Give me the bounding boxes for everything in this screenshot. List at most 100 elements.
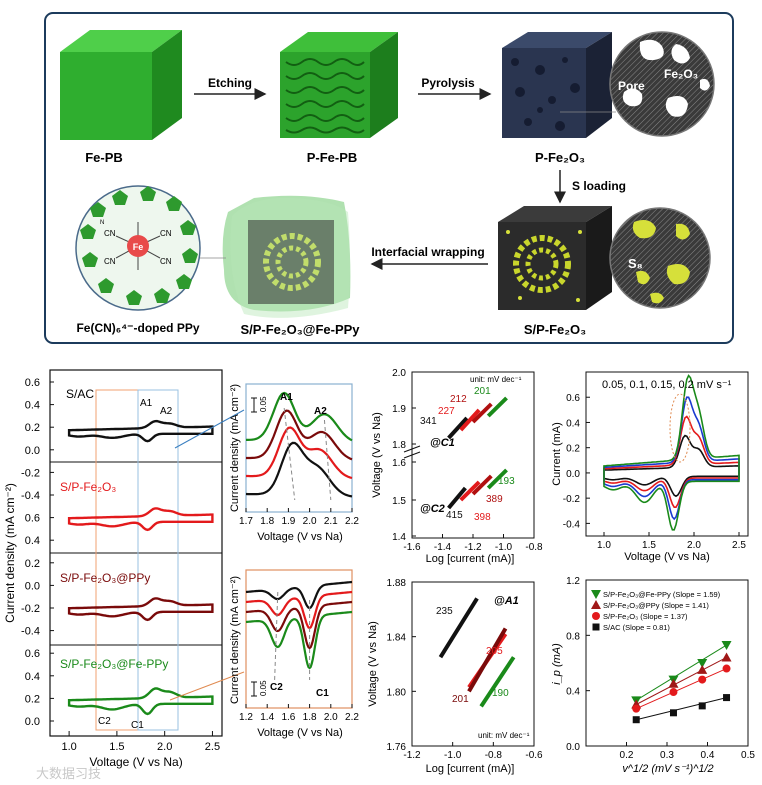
ta-fit-4 xyxy=(479,656,516,708)
cv-ytick-label: 0.4 xyxy=(25,671,40,683)
cv-xtick-label: 2.5 xyxy=(205,741,220,753)
ta-ylabel: Voltage (V vs Na) xyxy=(367,621,379,707)
tc-axis-break xyxy=(403,451,421,459)
cv-rates-panel: 1.0 1.5 2.0 2.5 0.6 0.4 0.2 0.0 -0.2 -0.4 0.05, 0… xyxy=(551,371,749,563)
tc-xtick-label: -1.4 xyxy=(434,542,452,553)
cr-xtick-label: 2.0 xyxy=(687,540,701,551)
ip-ylabel: i_p (mA) xyxy=(551,643,563,685)
cr-ytick-label: 0.2 xyxy=(566,444,580,455)
cr-peak-ellipse xyxy=(669,393,691,463)
cr-ytick-label: -0.2 xyxy=(563,494,581,505)
ip-point xyxy=(669,688,678,697)
cv-ylabel: Current density (mA cm⁻²) xyxy=(3,483,17,623)
arrow-s-loading-label: S loading xyxy=(572,179,626,193)
tc-ytick-label: 2.0 xyxy=(392,368,406,379)
ta-black: 235 xyxy=(436,606,453,617)
ta-xtick-label: -1.2 xyxy=(403,750,421,761)
p-fe-pb-cube xyxy=(280,32,398,138)
tc-fit-1-3 xyxy=(471,402,493,424)
tc-c1-darkred: 212 xyxy=(450,394,467,405)
ip-point xyxy=(591,600,601,609)
ip-point xyxy=(669,709,677,717)
arrow-wrapping-label: Interfacial wrapping xyxy=(371,245,484,259)
fe-center-label: Fe xyxy=(133,242,144,252)
arrow-etching-label: Etching xyxy=(208,76,252,90)
ip-point xyxy=(723,694,731,702)
tc-xtick-label: -1.0 xyxy=(495,542,513,553)
za-scalebar-label: 0.05 xyxy=(259,396,268,412)
ip-xtick-label: 0.4 xyxy=(701,750,715,761)
cv-xlabel: Voltage (V vs Na) xyxy=(89,755,182,769)
zc-xtick-label: 2.2 xyxy=(345,712,359,723)
cv-ytick-label: 0.0 xyxy=(25,445,40,457)
za-xtick-label: 1.9 xyxy=(281,516,295,527)
zc-xlabel: Voltage (V vs Na) xyxy=(257,727,343,739)
tc-xtick-label: -1.2 xyxy=(464,542,482,553)
za-peak-a1: A1 xyxy=(280,392,293,403)
ip-point xyxy=(592,612,600,620)
cv-curve-3 xyxy=(67,597,214,622)
tafel-c-panel: -1.6 -1.4 -1.2 -1.0 -0.8 2.0 1.9 1.8 1.6 1.5 1.4 u… xyxy=(371,368,543,565)
cr-ylabel: Current (mA) xyxy=(551,422,563,486)
zc-xtick-label: 1.6 xyxy=(281,712,295,723)
ip-ytick-label: 0.0 xyxy=(566,742,580,753)
ip-ytick-label: 0.8 xyxy=(566,631,580,642)
ip-xlabel: v^1/2 (mV s⁻¹)^1/2 xyxy=(622,763,713,775)
callout-line-1 xyxy=(174,409,245,449)
zc-peak-c2: C2 xyxy=(270,682,283,693)
cr-xlabel: Voltage (V vs Na) xyxy=(624,551,710,563)
za-xtick-label: 1.8 xyxy=(260,516,274,527)
za-xlabel: Voltage (V vs Na) xyxy=(257,531,343,543)
cv-stack-panel: 0.6 0.4 0.2 0.0 -0.2 -0.4 0.6 0.4 0.2 0.0 -0.2 -0.4… xyxy=(3,369,223,769)
tc-ytick-label: 1.6 xyxy=(392,458,406,469)
synthesis-schematic: Fe-PB Etching P-Fe-PB Pyrolysis xyxy=(44,12,734,344)
ip-fit-2 xyxy=(635,657,727,705)
cv-series-label-4: S/P-Fe₂O₃@Fe-PPy xyxy=(60,657,168,671)
tc-c2-darkred: 389 xyxy=(486,494,503,505)
tc-fit-2-3 xyxy=(471,474,493,496)
cv-ytick-label: -0.4 xyxy=(21,490,40,502)
tc-c2-green: 193 xyxy=(498,476,515,487)
ta-red: 205 xyxy=(486,646,503,657)
ip-xtick-label: 0.3 xyxy=(660,750,674,761)
cv-series-label-2: S/P-Fe₂O₃ xyxy=(60,480,116,494)
pore-shapes xyxy=(622,39,710,117)
s8-label: S₈ xyxy=(628,256,643,271)
ip-fit-3 xyxy=(636,668,727,710)
cv-ytick-label: 0.0 xyxy=(25,580,40,592)
ta-fit-1 xyxy=(438,597,479,659)
ip-point xyxy=(697,659,708,668)
tc-c2-black: 415 xyxy=(446,510,463,521)
cv-ytick-label: -0.2 xyxy=(21,467,40,479)
cr-ytick-label: -0.4 xyxy=(563,519,581,530)
ta-label: @A1 xyxy=(494,595,519,607)
peak-c1-label: C1 xyxy=(131,720,144,731)
ip-point xyxy=(632,716,640,724)
callout-line-2 xyxy=(169,671,245,701)
ip-point xyxy=(722,664,731,673)
cn-label-2: CN xyxy=(160,229,172,238)
ta-xtick-label: -0.8 xyxy=(485,750,503,761)
zoom-cathodic-panel: 1.2 1.4 1.6 1.8 2.0 2.2 0.05 C2 C1 Voltage (V… xyxy=(229,569,359,739)
peak-c2-label: C2 xyxy=(98,716,111,727)
zc-xtick-label: 2.0 xyxy=(324,712,338,723)
ta-xtick-label: -0.6 xyxy=(525,750,543,761)
s8-inset-circle xyxy=(609,207,711,309)
step-label-p-fe-pb: P-Fe-PB xyxy=(307,150,358,165)
cv-ytick-label: -0.2 xyxy=(21,603,40,615)
step-label-fe-pb: Fe-PB xyxy=(85,150,123,165)
za-guide-2 xyxy=(323,419,332,501)
ppy-n-label: N xyxy=(100,220,104,226)
cv-curve-2 xyxy=(67,507,214,532)
cv-ytick-label: 0.4 xyxy=(25,400,40,412)
cv-xtick-label: 2.0 xyxy=(157,741,172,753)
ip-point xyxy=(592,623,600,631)
tc-ytick-label: 1.4 xyxy=(392,532,406,543)
tc-fit-1-4 xyxy=(486,396,508,418)
fe-pb-cube xyxy=(60,30,182,140)
cr-ytick-label: 0.4 xyxy=(566,418,580,429)
cr-xtick-label: 2.5 xyxy=(732,540,746,551)
zoom-anodic-panel: 1.7 1.8 1.9 2.0 2.1 2.2 0.05 A1 A2 Voltage (V… xyxy=(229,383,359,543)
ip-fit-1 xyxy=(635,644,727,701)
